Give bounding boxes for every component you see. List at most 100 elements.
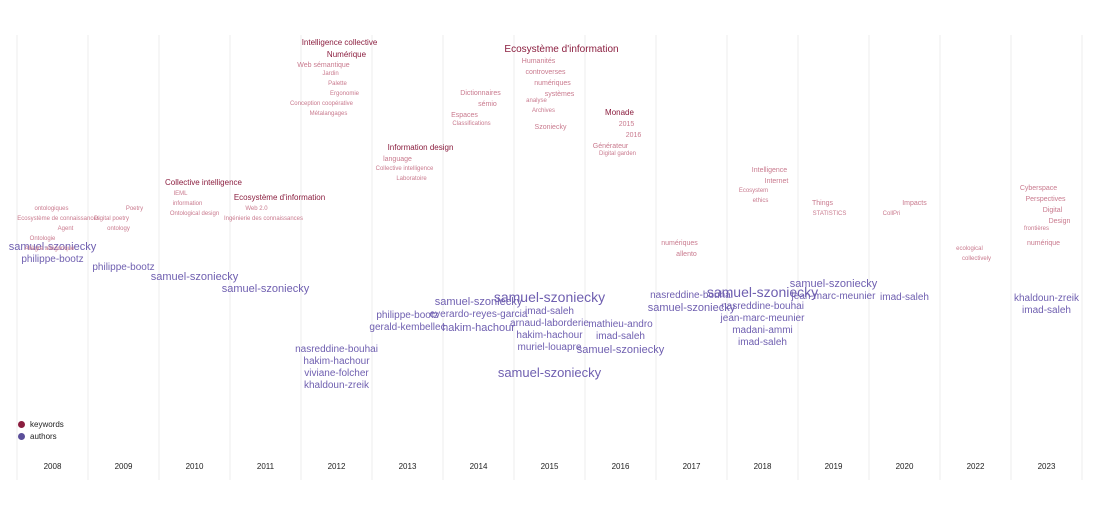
legend-item-authors: authors bbox=[18, 430, 64, 442]
year-grid bbox=[16, 35, 1083, 480]
author-label: imad-saleh bbox=[738, 337, 787, 348]
keyword-label: Cyberspace bbox=[1020, 185, 1057, 192]
keyword-label: allento bbox=[676, 251, 697, 258]
keyword-label: CollPri bbox=[883, 211, 901, 217]
author-label: samuel-szoniecky bbox=[648, 302, 736, 314]
keyword-label: Ecosystème d'information bbox=[504, 44, 618, 55]
legend-item-keywords: keywords bbox=[18, 418, 64, 430]
author-label: imad-saleh bbox=[525, 306, 574, 317]
keyword-label: Ingénierie des connaissances bbox=[224, 216, 303, 222]
keyword-label: controverses bbox=[525, 69, 566, 76]
legend-label-authors: authors bbox=[30, 431, 57, 441]
author-label: nasreddine-bouhai bbox=[650, 290, 733, 301]
keyword-label: Collective intelligence bbox=[376, 166, 434, 172]
author-label: samuel-szoniecky bbox=[222, 283, 310, 295]
author-label: viviane-folcher bbox=[304, 368, 369, 379]
keyword-label: Intelligence bbox=[752, 167, 788, 174]
author-label: philippe-bootz bbox=[21, 254, 83, 265]
keyword-label: ecological bbox=[956, 246, 983, 252]
author-label: samuel-szoniecky bbox=[790, 278, 878, 290]
keyword-label: Ontologie bbox=[30, 236, 56, 242]
keyword-label: Ontological design bbox=[170, 211, 219, 217]
year-tick-label: 2008 bbox=[44, 462, 62, 471]
keyword-label: Things bbox=[812, 200, 834, 207]
keyword-label: Espaces bbox=[451, 112, 478, 119]
keyword-label: Ergonomie bbox=[330, 91, 360, 97]
word-cloud: samuel-szonieckyphilippe-bootzontologiqu… bbox=[9, 38, 1080, 391]
legend: keywords authors bbox=[18, 418, 64, 442]
author-label: madani-ammi bbox=[732, 325, 793, 336]
year-tick-label: 2016 bbox=[612, 462, 630, 471]
keyword-label: Web 2.0 bbox=[245, 206, 268, 212]
keyword-label: Digital bbox=[1043, 207, 1063, 214]
keyword-label: Ecosystème de connaissances bbox=[17, 216, 99, 222]
keyword-label: Laboratoire bbox=[396, 176, 427, 182]
keyword-label: Web sémantique bbox=[297, 62, 350, 69]
year-tick-label: 2018 bbox=[754, 462, 772, 471]
year-tick-label: 2015 bbox=[541, 462, 559, 471]
legend-label-keywords: keywords bbox=[30, 419, 64, 429]
keyword-label: frontières bbox=[1024, 226, 1049, 232]
author-label: samuel-szoniecky bbox=[577, 344, 665, 356]
keyword-label: Intelligence collective bbox=[302, 38, 378, 47]
author-label: samuel-szoniecky bbox=[707, 284, 818, 300]
author-label: nasreddine-bouhai bbox=[721, 301, 804, 312]
year-tick-label: 2020 bbox=[896, 462, 914, 471]
keyword-label: Ecosystem bbox=[739, 188, 768, 194]
author-label: muriel-louapre bbox=[518, 342, 582, 353]
year-tick-label: 2019 bbox=[825, 462, 843, 471]
author-label: everardo-reyes-garcia bbox=[430, 309, 528, 320]
keyword-label: numérique bbox=[1027, 240, 1060, 247]
year-tick-label: 2012 bbox=[328, 462, 346, 471]
author-label: samuel-szoniecky bbox=[151, 271, 239, 283]
keyword-label: Métalangages bbox=[310, 111, 348, 117]
keyword-label: ethics bbox=[753, 198, 769, 204]
legend-swatch-authors bbox=[18, 432, 25, 440]
year-tick-label: 2022 bbox=[967, 462, 985, 471]
author-label: samuel-szoniecky bbox=[494, 289, 605, 305]
keyword-label: Conception coopérative bbox=[290, 101, 354, 107]
keyword-label: Ecosystème d'information bbox=[234, 193, 325, 202]
keyword-label: ontology bbox=[107, 226, 130, 232]
author-label: mathieu-andro bbox=[588, 319, 653, 330]
keyword-label: Perspectives bbox=[1025, 196, 1066, 203]
keyword-label: sémio bbox=[478, 101, 497, 108]
keyword-label: systèmes bbox=[545, 91, 575, 98]
keyword-label: Dictionnaires bbox=[460, 90, 501, 97]
keyword-label: Générateur bbox=[593, 143, 629, 150]
keyword-label: Impacts bbox=[902, 200, 927, 207]
author-label: jean-marc-meunier bbox=[720, 313, 806, 324]
keyword-label: 2015 bbox=[619, 121, 635, 128]
keyword-label: language bbox=[383, 156, 412, 163]
author-label: philippe-bootz bbox=[376, 310, 438, 321]
keyword-label: Digital poetry bbox=[94, 216, 129, 222]
keyword-label: Poetry bbox=[126, 206, 143, 212]
year-tick-label: 2023 bbox=[1038, 462, 1056, 471]
year-axis: 2008 2009 2010 2011 2012 2013 2014 2015 2016 2017… bbox=[44, 462, 1056, 471]
keyword-label: Digital garden bbox=[599, 151, 636, 157]
legend-swatch-keywords bbox=[18, 420, 25, 428]
keyword-label: Collective intelligence bbox=[165, 178, 242, 187]
author-label: philippe-bootz bbox=[92, 262, 154, 273]
author-label: samuel-szoniecky bbox=[498, 365, 602, 380]
author-label: imad-saleh bbox=[880, 292, 929, 303]
author-label: imad-saleh bbox=[596, 331, 645, 342]
author-label: arnaud-laborderie bbox=[510, 318, 589, 329]
year-tick-label: 2011 bbox=[257, 462, 275, 471]
keyword-label: Classifications bbox=[452, 121, 490, 127]
keyword-label: Jardin bbox=[322, 71, 338, 77]
keyword-label: Szoniecky bbox=[535, 124, 567, 131]
keyword-label: Humanités bbox=[522, 58, 556, 65]
author-label: imad-saleh bbox=[1022, 305, 1071, 316]
year-tick-label: 2013 bbox=[399, 462, 417, 471]
author-label: hakim-hachour bbox=[516, 330, 583, 341]
keyword-label: STATISTICS bbox=[813, 211, 847, 217]
year-tick-label: 2009 bbox=[115, 462, 133, 471]
author-label: gerald-kembellec bbox=[369, 322, 445, 333]
keyword-label: Numérique bbox=[327, 50, 367, 59]
author-label: hakim-hachour bbox=[303, 356, 370, 367]
author-label: hakim-hachour bbox=[442, 322, 515, 334]
keyword-label: collectively bbox=[962, 256, 991, 262]
